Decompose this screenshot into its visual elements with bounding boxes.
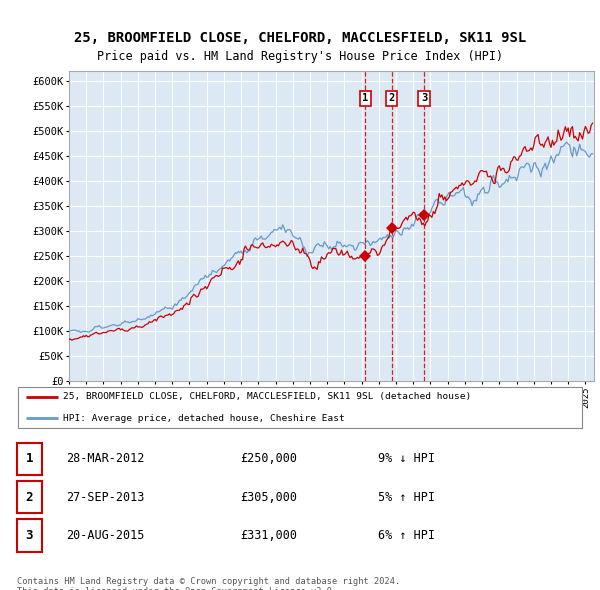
Text: 2: 2: [26, 490, 33, 504]
Text: 2: 2: [388, 93, 395, 103]
Text: 1: 1: [26, 452, 33, 466]
Text: 6% ↑ HPI: 6% ↑ HPI: [378, 529, 435, 542]
Text: 9% ↓ HPI: 9% ↓ HPI: [378, 452, 435, 466]
Text: 25, BROOMFIELD CLOSE, CHELFORD, MACCLESFIELD, SK11 9SL (detached house): 25, BROOMFIELD CLOSE, CHELFORD, MACCLESF…: [64, 392, 472, 401]
Text: £331,000: £331,000: [240, 529, 297, 542]
Text: 3: 3: [26, 529, 33, 542]
Text: HPI: Average price, detached house, Cheshire East: HPI: Average price, detached house, Ches…: [64, 414, 345, 422]
Text: 1: 1: [362, 93, 368, 103]
Text: 25, BROOMFIELD CLOSE, CHELFORD, MACCLESFIELD, SK11 9SL: 25, BROOMFIELD CLOSE, CHELFORD, MACCLESF…: [74, 31, 526, 45]
Text: £250,000: £250,000: [240, 452, 297, 466]
Text: 5% ↑ HPI: 5% ↑ HPI: [378, 490, 435, 504]
FancyBboxPatch shape: [18, 387, 582, 428]
Text: Contains HM Land Registry data © Crown copyright and database right 2024.
This d: Contains HM Land Registry data © Crown c…: [17, 577, 400, 590]
Text: 28-MAR-2012: 28-MAR-2012: [66, 452, 145, 466]
Text: 3: 3: [421, 93, 427, 103]
Text: £305,000: £305,000: [240, 490, 297, 504]
Text: 27-SEP-2013: 27-SEP-2013: [66, 490, 145, 504]
Text: 20-AUG-2015: 20-AUG-2015: [66, 529, 145, 542]
Text: Price paid vs. HM Land Registry's House Price Index (HPI): Price paid vs. HM Land Registry's House …: [97, 50, 503, 63]
